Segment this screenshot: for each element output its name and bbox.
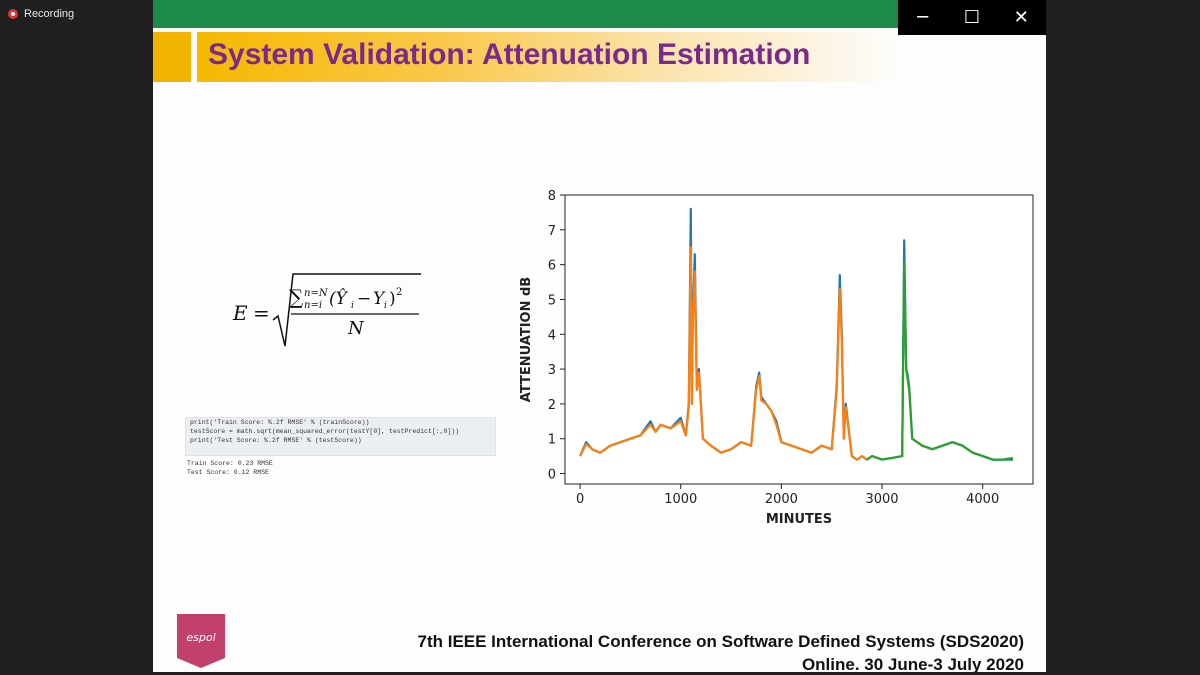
svg-text:i: i [351,301,354,311]
svg-text:Y: Y [373,289,386,309]
code-line: print('Test Score: %.2f RMSE' % (testSco… [190,437,362,444]
y-tick-label: 3 [548,363,556,378]
slide-title: System Validation: Attenuation Estimatio… [208,38,811,71]
y-tick-label: 4 [548,328,556,343]
y-tick-label: 5 [548,293,556,308]
chart-svg: 0 1000 2000 3000 4000 0 1 2 3 4 5 6 7 8 MINUTES ATTENUA… [519,189,1034,527]
x-axis-label: MINUTES [766,512,832,527]
svg-text:n=N: n=N [304,288,329,299]
svg-text:(Ŷ: (Ŷ [329,288,349,309]
x-tick-label: 4000 [966,492,999,507]
footer-line2: Online. 30 June-3 July 2020 [801,655,1024,672]
train-score-output: Train Score: 0.23 RMSE [187,460,273,467]
window-controls: ─ ☐ ✕ [898,0,1046,35]
series-line-3 [866,260,1014,461]
recording-indicator: Recording [8,8,74,20]
title-band [197,32,897,82]
svg-text:N: N [347,318,365,339]
y-tick-label: 0 [548,468,556,483]
svg-text:): ) [389,289,396,309]
conference-footer: 7th IEEE International Conference on Sof… [418,630,1025,672]
series-line-2 [579,246,868,461]
test-score-output: Test Score: 0.12 RMSE [187,469,269,476]
y-tick-label: 8 [548,189,556,204]
code-cell: print('Train Score: %.2f RMSE' % (trainS… [185,417,496,456]
x-tick-label: 0 [576,492,584,507]
svg-text:n=i: n=i [304,300,322,311]
y-tick-label: 1 [548,433,556,448]
x-tick-label: 3000 [865,492,898,507]
slide-top-bar [153,0,899,28]
svg-text:i: i [384,301,387,311]
title-accent-block [153,32,191,82]
x-tick-label: 2000 [765,492,798,507]
svg-text:2: 2 [396,287,402,298]
x-tick-label: 1000 [664,492,697,507]
y-tick-label: 7 [548,224,556,239]
minimize-button[interactable]: ─ [917,7,929,28]
recording-dot-icon [8,9,18,19]
maximize-button[interactable]: ☐ [963,7,981,28]
close-button[interactable]: ✕ [1013,7,1029,28]
code-output: Train Score: 0.23 RMSE Test Score: 0.12 … [187,459,273,477]
code-line: testScore = math.sqrt(mean_squared_error… [190,428,460,435]
slide: System Validation: Attenuation Estimatio… [153,0,1046,672]
svg-text:∑: ∑ [289,285,304,309]
recording-label: Recording [24,8,75,20]
y-tick-label: 6 [548,259,556,274]
espol-logo: espol [177,614,225,668]
y-axis-label: ATTENUATION dB [520,277,534,402]
rmse-formula: E = ∑ n=N n=i (Ŷ i − Y i ) 2 N [231,262,431,357]
svg-text:−: − [357,289,371,309]
footer-line1: 7th IEEE International Conference on Sof… [417,632,1025,651]
svg-text:=: = [253,301,270,325]
attenuation-chart: 0 1000 2000 3000 4000 0 1 2 3 4 5 6 7 8 MINUTES ATTENUA… [519,187,1040,537]
code-line: print('Train Score: %.2f RMSE' % (trainS… [190,419,370,426]
y-tick-label: 2 [548,398,556,413]
svg-text:E: E [232,301,248,325]
logo-text: espol [186,631,215,644]
plot-area [564,194,1034,485]
